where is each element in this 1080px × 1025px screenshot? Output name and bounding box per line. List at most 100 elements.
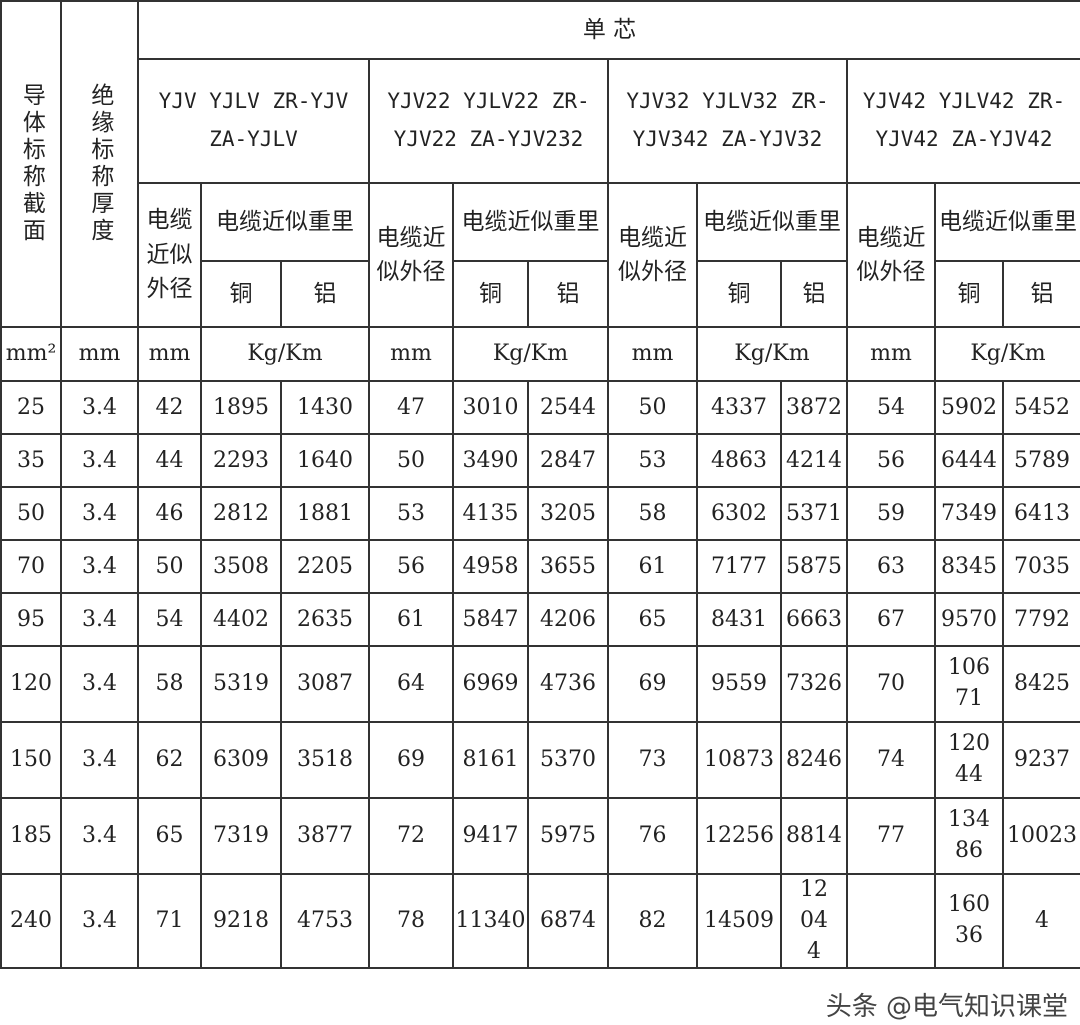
header-models: YJV32 YJLV32 ZR-YJV342 ZA-YJV32 xyxy=(607,58,848,184)
table-cell: 6302 xyxy=(696,486,782,541)
table-cell: 1430 xyxy=(280,380,370,435)
table-cell: 54 xyxy=(846,380,936,435)
table-cell: 6969 xyxy=(452,645,529,723)
table-cell: 5875 xyxy=(780,539,848,594)
table-cell: 5319 xyxy=(200,645,282,723)
table-cell: 4958 xyxy=(452,539,529,594)
table-cell: 3.4 xyxy=(60,645,139,723)
unit-weight: Kg/Km xyxy=(934,326,1080,382)
watermark: 头条 @电气知识课堂 xyxy=(825,992,1068,1022)
table-row: 25 3.4 42 1895 1430 47 3010 2544 50 4337 3872 54 590… xyxy=(0,380,1080,435)
table-cell: 70 xyxy=(0,539,62,594)
table-cell: 8246 xyxy=(780,721,848,799)
table-cell: 4 xyxy=(1002,872,1080,970)
header-copper: 铜 xyxy=(200,260,282,328)
unit-diameter: mm xyxy=(368,326,454,382)
table-cell: 10023 xyxy=(1002,797,1080,875)
table-cell: 53 xyxy=(368,486,454,541)
table-row: 35 3.4 44 2293 1640 50 3490 2847 53 4863 4214 56 644… xyxy=(0,433,1080,488)
header-diameter: 电缆近似外径 xyxy=(607,182,698,328)
table-cell: 3010 xyxy=(452,380,529,435)
table-cell: 4214 xyxy=(780,433,848,488)
table-cell: 46 xyxy=(137,486,202,541)
table-cell: 1640 xyxy=(280,433,370,488)
table-cell: 69 xyxy=(607,645,698,723)
table-cell: 42 xyxy=(137,380,202,435)
header-aluminum: 铝 xyxy=(280,260,370,328)
table-cell: 4337 xyxy=(696,380,782,435)
table-cell: 58 xyxy=(607,486,698,541)
table-cell: 3205 xyxy=(527,486,609,541)
unit-insulation: mm xyxy=(60,326,139,382)
table-cell: 4206 xyxy=(527,592,609,647)
table-cell: 7319 xyxy=(200,797,282,875)
header-weight: 电缆近似重里 xyxy=(934,182,1080,262)
table-cell: 5789 xyxy=(1002,433,1080,488)
header-diameter: 电缆近似外径 xyxy=(137,182,202,328)
table-cell: 62 xyxy=(137,721,202,799)
table-cell: 4736 xyxy=(527,645,609,723)
table-cell: 2205 xyxy=(280,539,370,594)
table-cell: 70 xyxy=(846,645,936,723)
table-cell: 7349 xyxy=(934,486,1004,541)
header-aluminum: 铝 xyxy=(527,260,609,328)
table-cell: 71 xyxy=(137,872,202,970)
header-diameter: 电缆近似外径 xyxy=(368,182,454,328)
table-cell: 73 xyxy=(607,721,698,799)
header-single-core: 单 芯 xyxy=(137,0,1080,60)
table-cell: 54 xyxy=(137,592,202,647)
table-cell: 3.4 xyxy=(60,592,139,647)
table-cell: 14509 xyxy=(696,872,782,970)
table-cell: 10873 xyxy=(696,721,782,799)
table-cell: 4402 xyxy=(200,592,282,647)
table-cell: 5975 xyxy=(527,797,609,875)
table-cell: 78 xyxy=(368,872,454,970)
table-cell: 3.4 xyxy=(60,872,139,970)
unit-diameter: mm xyxy=(846,326,936,382)
table-cell: 56 xyxy=(846,433,936,488)
table-cell: 50 xyxy=(368,433,454,488)
table-cell: 59 xyxy=(846,486,936,541)
table-cell: 16036 xyxy=(934,872,1004,970)
header-weight: 电缆近似重里 xyxy=(200,182,370,262)
cable-spec-table: 导体标称截面 绝缘标称厚度单 芯 YJV YJLV ZR-YJV ZA-YJLV YJ… xyxy=(0,0,1080,970)
table-cell: 2544 xyxy=(527,380,609,435)
header-copper: 铜 xyxy=(696,260,782,328)
table-cell: 7177 xyxy=(696,539,782,594)
table-cell: 4135 xyxy=(452,486,529,541)
table-cell: 3655 xyxy=(527,539,609,594)
table-cell: 12044 xyxy=(780,872,848,970)
table-cell: 35 xyxy=(0,433,62,488)
table-cell: 5847 xyxy=(452,592,529,647)
table-cell: 7326 xyxy=(780,645,848,723)
table-cell: 3087 xyxy=(280,645,370,723)
table-cell: 6413 xyxy=(1002,486,1080,541)
unit-section: mm² xyxy=(0,326,62,382)
header-models: YJV YJLV ZR-YJV ZA-YJLV xyxy=(137,58,370,184)
header-insulation: 绝缘标称厚度 xyxy=(60,0,139,328)
table-cell: 3518 xyxy=(280,721,370,799)
table-cell: 6874 xyxy=(527,872,609,970)
table-cell: 8345 xyxy=(934,539,1004,594)
header-weight: 电缆近似重里 xyxy=(696,182,848,262)
table-row: 120 3.4 58 5319 3087 64 6969 4736 69 9559 7326 70 10… xyxy=(0,645,1080,723)
table-cell: 3.4 xyxy=(60,721,139,799)
table-cell: 7035 xyxy=(1002,539,1080,594)
table-cell: 65 xyxy=(137,797,202,875)
unit-weight: Kg/Km xyxy=(696,326,848,382)
table-cell: 3490 xyxy=(452,433,529,488)
table-cell: 95 xyxy=(0,592,62,647)
table-cell: 9559 xyxy=(696,645,782,723)
table-cell: 3.4 xyxy=(60,539,139,594)
header-copper: 铜 xyxy=(934,260,1004,328)
table-cell: 61 xyxy=(607,539,698,594)
table-cell: 53 xyxy=(607,433,698,488)
table-cell: 11340 xyxy=(452,872,529,970)
unit-diameter: mm xyxy=(607,326,698,382)
table-cell: 185 xyxy=(0,797,62,875)
table-cell: 77 xyxy=(846,797,936,875)
header-aluminum: 铝 xyxy=(780,260,848,328)
table-cell: 5370 xyxy=(527,721,609,799)
header-aluminum: 铝 xyxy=(1002,260,1080,328)
table-cell: 3.4 xyxy=(60,486,139,541)
